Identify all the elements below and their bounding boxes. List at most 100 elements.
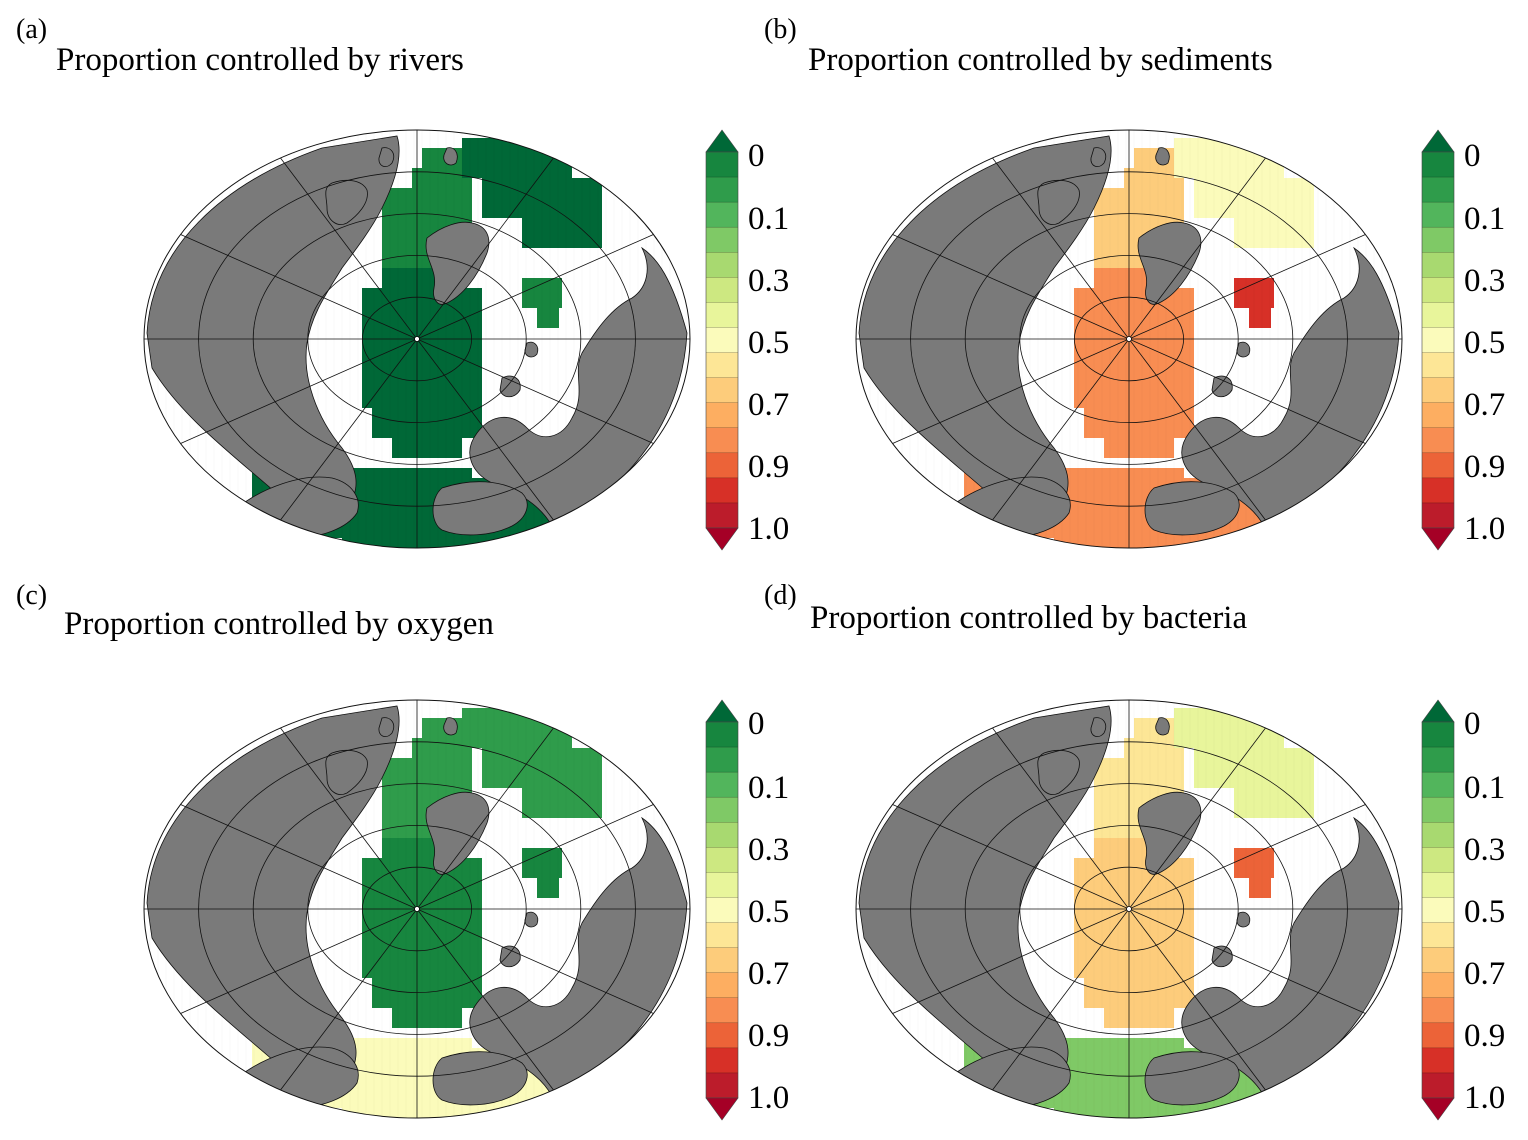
colorbar-tick: 0.1 (1464, 201, 1506, 237)
colorbar-segment (706, 847, 738, 873)
land-mass (1137, 221, 1202, 305)
land-mass (1155, 147, 1170, 166)
colorbar-segment (1422, 302, 1454, 328)
land-mass (1236, 341, 1251, 358)
meridian-line (416, 234, 654, 340)
ocean-region-siberia (1094, 758, 1134, 838)
ocean-region-pacific (462, 708, 572, 748)
colorbar-segment (706, 797, 738, 823)
colorbar-segment (706, 1047, 738, 1074)
meridian-line (1128, 234, 1366, 340)
colorbar-tick: 1.0 (1464, 1080, 1506, 1116)
meridian-line (280, 727, 418, 910)
colorbar-segment (1422, 822, 1454, 848)
colorbar-segment (1422, 477, 1454, 504)
map-body (144, 130, 690, 548)
meridian-line (180, 338, 418, 444)
colorbar-segment (1422, 722, 1454, 748)
colorbar-arrow-top (705, 129, 739, 153)
meridian-line (280, 338, 418, 521)
colorbar-segment (1422, 402, 1454, 429)
colorbar-tick: 0.9 (1464, 1018, 1506, 1054)
land-mass (378, 147, 395, 168)
land-mass (1090, 147, 1107, 168)
meridian-line (416, 908, 654, 1014)
colorbar-segment (706, 722, 738, 748)
colorbar-segment (1422, 997, 1454, 1024)
colorbar-segment (1422, 177, 1454, 203)
colorbar-segment (706, 227, 738, 253)
colorbar-tick: 1.0 (1464, 511, 1506, 547)
colorbar-tick: 0.1 (748, 770, 790, 806)
colorbar-segment (706, 152, 738, 178)
colorbar-segment (1422, 947, 1454, 974)
colorbar-segment (1422, 872, 1454, 898)
land-mass (432, 481, 528, 536)
polar-map (143, 699, 691, 1119)
colorbar-segment (1422, 227, 1454, 253)
colorbar-segment (706, 997, 738, 1024)
colorbar-segment (1422, 152, 1454, 178)
colorbar-tick: 0.7 (748, 387, 790, 423)
colorbar-tick: 1.0 (748, 1080, 790, 1116)
colorbar (1421, 129, 1455, 551)
land-mass (1236, 911, 1251, 928)
colorbar-tick: 0.9 (748, 449, 790, 485)
meridian-line (416, 338, 554, 521)
colorbar-tick: 0.7 (1464, 387, 1506, 423)
panel-b: (b) Proportion controlled by sediments 0… (764, 0, 1528, 570)
meridian-line (1128, 908, 1366, 1014)
panel-title: Proportion controlled by oxygen (64, 606, 494, 642)
meridian-line (1128, 157, 1266, 340)
north-pole-marker (414, 906, 420, 912)
map-border (855, 699, 1403, 1119)
meridian-line (892, 908, 1130, 1014)
colorbar-arrow-bottom (705, 1097, 739, 1121)
colorbar-segment (1422, 797, 1454, 823)
ocean-region-pacific (1234, 788, 1314, 818)
ocean-region-bay (537, 878, 559, 898)
colorbar-tick: 0.1 (748, 201, 790, 237)
polar-map (143, 129, 691, 549)
polar-map (855, 129, 1403, 549)
colorbar-tick: 0 (748, 138, 765, 174)
colorbar-segment (706, 377, 738, 404)
colorbar-segment (706, 897, 738, 923)
ocean-region-bay (1249, 308, 1271, 328)
colorbar-tick: 0.9 (748, 1018, 790, 1054)
ocean-region-pacific (522, 788, 602, 818)
colorbar-segment (706, 177, 738, 203)
ocean-region-pacific (462, 138, 572, 178)
meridian-line (892, 338, 1130, 444)
land-mass (443, 717, 458, 736)
ocean-region-siberia (1094, 188, 1134, 268)
ocean-region-central (392, 1008, 462, 1028)
meridian-line (280, 157, 418, 340)
colorbar-segment (1422, 327, 1454, 353)
land-mass (443, 147, 458, 166)
land-mass (1144, 1051, 1240, 1106)
ocean-region-pacific (1234, 218, 1314, 248)
meridian-line (416, 727, 554, 910)
meridian-line (992, 338, 1130, 521)
colorbar-arrow-top (1421, 129, 1455, 153)
colorbar-segment (706, 252, 738, 278)
land-mass (432, 1051, 528, 1106)
colorbar-segment (706, 922, 738, 948)
land-mass (425, 791, 490, 875)
meridian-line (992, 157, 1130, 340)
colorbar-arrow-bottom (1421, 1097, 1455, 1121)
colorbar-segment (706, 502, 738, 529)
meridian-line (280, 908, 418, 1091)
colorbar-segment (1422, 202, 1454, 228)
colorbar-segment (706, 352, 738, 378)
panel-c: (c) Proportion controlled by oxygen 0 0.… (0, 570, 789, 1140)
colorbar-segment (706, 327, 738, 353)
colorbar-tick: 0.3 (748, 832, 790, 868)
colorbar-tick: 0.7 (748, 956, 790, 992)
land-mass (325, 179, 368, 225)
panel-d: (d) Proportion controlled by bacteria 0 … (764, 570, 1528, 1140)
panel-label: (a) (16, 14, 48, 45)
colorbar-tick: 0.1 (1464, 770, 1506, 806)
meridian-line (1128, 804, 1366, 910)
